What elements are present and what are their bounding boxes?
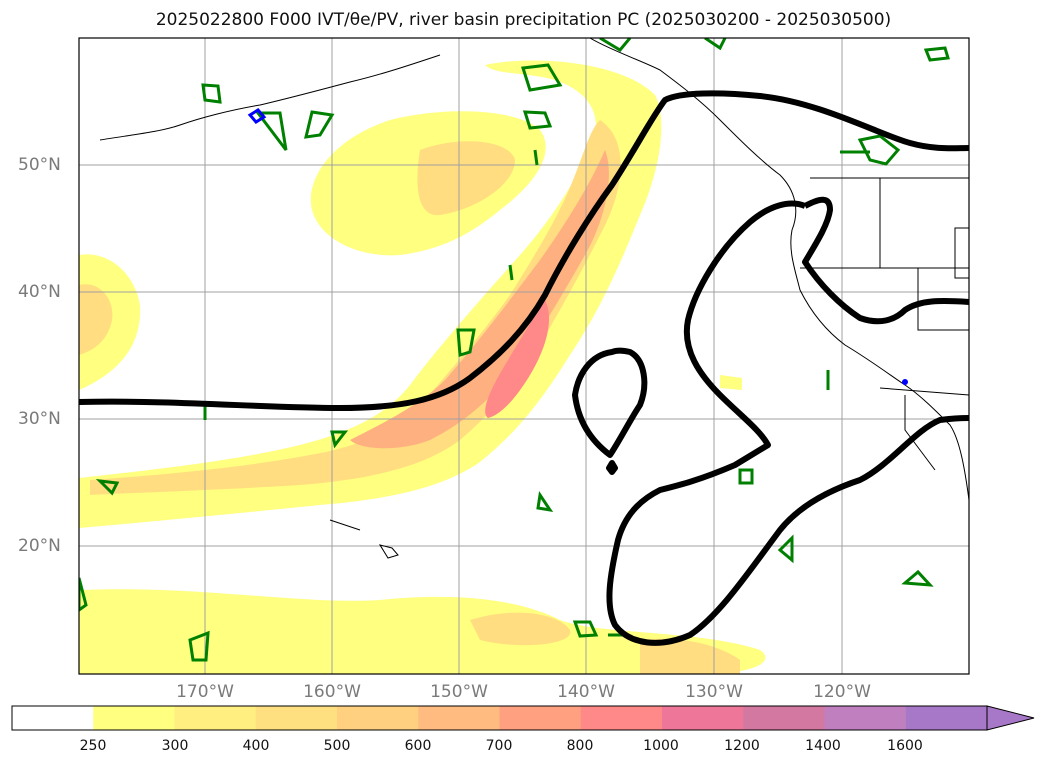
colorbar-tick-250: 250 bbox=[79, 738, 107, 754]
lat-label-20n: 20°N bbox=[18, 536, 61, 556]
graticule bbox=[79, 38, 969, 674]
lon-label-130w: 130°W bbox=[685, 682, 743, 702]
lat-label-50n: 50°N bbox=[18, 155, 61, 175]
lon-label-140w: 140°W bbox=[557, 682, 615, 702]
coastlines bbox=[99, 38, 969, 559]
colorbar-tick-300: 300 bbox=[161, 738, 189, 754]
colorbar-swatch bbox=[255, 706, 338, 730]
colorbar-tick-400: 400 bbox=[242, 738, 270, 754]
colorbar-swatch bbox=[174, 706, 257, 730]
blue-point bbox=[902, 379, 908, 385]
colorbar-tick-700: 700 bbox=[485, 738, 513, 754]
lon-label-160w: 160°W bbox=[303, 682, 361, 702]
colorbar-swatch bbox=[499, 706, 582, 730]
colorbar-swatch bbox=[580, 706, 663, 730]
colorbar-swatch bbox=[905, 706, 988, 730]
colorbar-extend-arrow bbox=[986, 705, 1035, 731]
colorbar-tick-1200: 1200 bbox=[724, 738, 760, 754]
lon-label-170w: 170°W bbox=[176, 682, 234, 702]
river-basin-precip-contours bbox=[79, 38, 950, 662]
lon-label-120w: 120°W bbox=[813, 682, 871, 702]
lon-label-150w: 150°W bbox=[430, 682, 488, 702]
colorbar-swatch bbox=[12, 706, 94, 730]
colorbar-swatch bbox=[418, 706, 500, 730]
colorbar-tick-800: 800 bbox=[566, 738, 594, 754]
colorbar bbox=[11, 705, 1035, 731]
colorbar-frame bbox=[11, 705, 988, 731]
map-title: 2025022800 F000 IVT/θe/PV, river basin p… bbox=[155, 10, 892, 30]
colorbar-tick-1600: 1600 bbox=[887, 738, 923, 754]
blue-contour bbox=[247, 108, 267, 124]
colorbar-swatch bbox=[662, 706, 744, 730]
colorbar-tick-1400: 1400 bbox=[805, 738, 841, 754]
lat-label-40n: 40°N bbox=[18, 282, 61, 302]
colorbar-tick-500: 500 bbox=[323, 738, 351, 754]
colorbar-swatch bbox=[337, 706, 419, 730]
colorbar-swatch bbox=[93, 706, 175, 730]
theta-e-pv-contours bbox=[79, 90, 969, 646]
ivt-shading bbox=[79, 60, 766, 674]
colorbar-tick-1000: 1000 bbox=[643, 738, 679, 754]
colorbar-swatch bbox=[743, 706, 825, 730]
colorbar-swatch bbox=[824, 706, 907, 730]
lat-label-30n: 30°N bbox=[18, 409, 61, 429]
colorbar-tick-600: 600 bbox=[404, 738, 432, 754]
map-frame bbox=[78, 37, 970, 675]
